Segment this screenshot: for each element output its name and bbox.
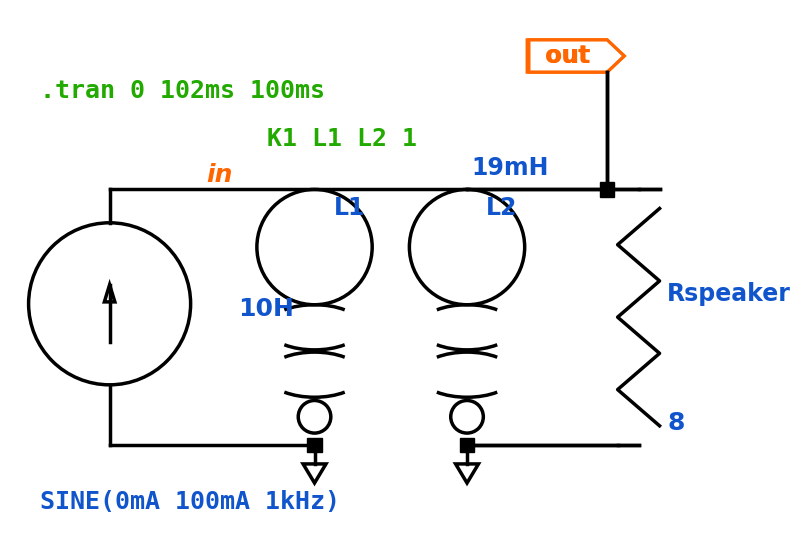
Text: 19mH: 19mH [472,157,549,181]
Text: 10H: 10H [239,297,294,320]
Text: Rspeaker: Rspeaker [667,282,791,306]
Text: out: out [546,44,591,68]
Text: 8: 8 [667,411,684,435]
Bar [307,438,322,452]
Text: K1 L1 L2 1: K1 L1 L2 1 [267,127,417,151]
Bar [460,438,474,452]
Text: out: out [545,44,589,68]
Text: .tran 0 102ms 100ms: .tran 0 102ms 100ms [40,79,325,103]
Text: L1: L1 [333,197,365,220]
Bar [600,182,614,197]
Text: SINE(0mA 100mA 1kHz): SINE(0mA 100mA 1kHz) [40,490,340,514]
Text: L2: L2 [486,197,518,220]
Text: in: in [206,163,232,187]
